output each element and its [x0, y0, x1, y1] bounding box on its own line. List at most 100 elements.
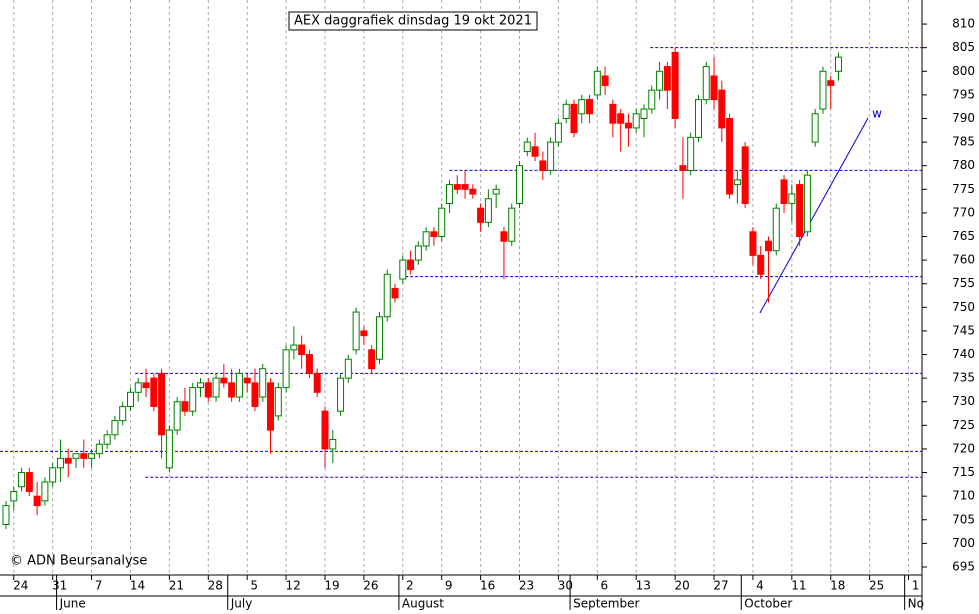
x-tick-label: 20 [674, 579, 689, 593]
candle-body [150, 377, 158, 407]
candle-body [282, 349, 290, 389]
y-tick-label: 715 [952, 465, 975, 479]
month-label: No [908, 597, 924, 611]
candle-body [173, 401, 181, 431]
candle-body [274, 387, 282, 417]
x-tick-label: 1 [912, 579, 920, 593]
candle-body [103, 434, 111, 445]
candle-body [469, 188, 477, 195]
x-tick-label: 19 [324, 579, 339, 593]
candle-body [749, 231, 757, 256]
x-tick-label: 4 [756, 579, 764, 593]
candle-body [438, 207, 446, 238]
y-tick-label: 795 [952, 87, 975, 101]
candle-body [523, 141, 531, 153]
candle-body [516, 165, 524, 204]
candle-body [313, 372, 321, 393]
x-tick-label: 21 [169, 579, 184, 593]
candle-body [648, 89, 656, 110]
x-tick-label: 28 [208, 579, 223, 593]
y-tick-label: 740 [952, 347, 975, 361]
y-tick-label: 720 [952, 441, 975, 455]
candle-body [531, 146, 539, 157]
x-tick-label: 12 [285, 579, 300, 593]
candle-body [235, 372, 243, 398]
x-tick-label: 23 [519, 579, 534, 593]
month-label: July [230, 597, 253, 611]
candle-body [290, 344, 298, 351]
candle-body [399, 259, 407, 280]
candle-body [33, 495, 41, 507]
candle-body [321, 410, 329, 450]
candle-body [344, 358, 352, 379]
candle-body [212, 377, 220, 398]
candle-body [259, 368, 267, 398]
candle-body [461, 184, 469, 190]
y-tick-label: 755 [952, 276, 975, 290]
candle-body [772, 207, 780, 252]
candle-body [796, 184, 804, 238]
candle-body [228, 382, 236, 398]
candle-body [298, 344, 306, 356]
x-tick-label: 24 [13, 579, 28, 593]
candle-body [165, 429, 173, 469]
candle-body [383, 273, 391, 318]
candle-body [803, 174, 811, 233]
candle-body [578, 99, 586, 115]
candle-body [508, 207, 516, 242]
candle-body [671, 51, 679, 119]
candle-body [189, 387, 197, 412]
candle-body [134, 382, 142, 393]
candle-body [181, 401, 189, 412]
candle-body [570, 103, 578, 134]
candle-body [305, 354, 313, 374]
candle-body [710, 75, 718, 101]
candle-body [337, 377, 345, 412]
y-tick-label: 695 [952, 559, 975, 573]
y-tick-label: 790 [952, 111, 975, 125]
candle-body [547, 141, 555, 171]
y-tick-label: 810 [952, 17, 975, 31]
candle-body [702, 66, 710, 101]
candle-body [111, 420, 119, 436]
candle-body [453, 184, 461, 190]
candle-body [142, 382, 150, 389]
y-tick-label: 785 [952, 135, 975, 149]
x-tick-label: 30 [558, 579, 573, 593]
y-tick-label: 760 [952, 253, 975, 267]
candle-body [757, 254, 765, 275]
copyright: © ADN Beursanalyse [10, 554, 147, 569]
candle-body [10, 490, 18, 502]
candle-body [601, 75, 609, 86]
chart-title: AEX daggrafiek dinsdag 19 okt 2021 [294, 14, 532, 29]
month-label: June [59, 597, 86, 611]
month-label: September [573, 597, 639, 611]
y-tick-label: 775 [952, 182, 975, 196]
x-tick-label: 13 [636, 579, 651, 593]
candle-body [780, 179, 788, 204]
candle-body [500, 231, 508, 242]
trendline [759, 117, 869, 314]
trendline-label: w [872, 107, 882, 121]
title-box [288, 11, 538, 31]
candle-body [49, 467, 57, 483]
candle-body [819, 70, 827, 110]
candle-body [663, 66, 671, 91]
y-tick-label: 805 [952, 40, 975, 54]
y-tick-label: 745 [952, 323, 975, 337]
candle-body [119, 405, 127, 422]
x-tick-label: 6 [600, 579, 608, 593]
y-tick-label: 750 [952, 300, 975, 314]
candle-body [204, 382, 212, 398]
candle-body [352, 311, 360, 351]
candle-body [267, 382, 275, 431]
candle-body [329, 439, 337, 450]
candle-body [72, 453, 80, 459]
candle-body [640, 108, 648, 119]
candle-body [414, 245, 422, 261]
candle-body [220, 377, 228, 384]
y-tick-label: 730 [952, 394, 975, 408]
candle-body [593, 70, 601, 96]
